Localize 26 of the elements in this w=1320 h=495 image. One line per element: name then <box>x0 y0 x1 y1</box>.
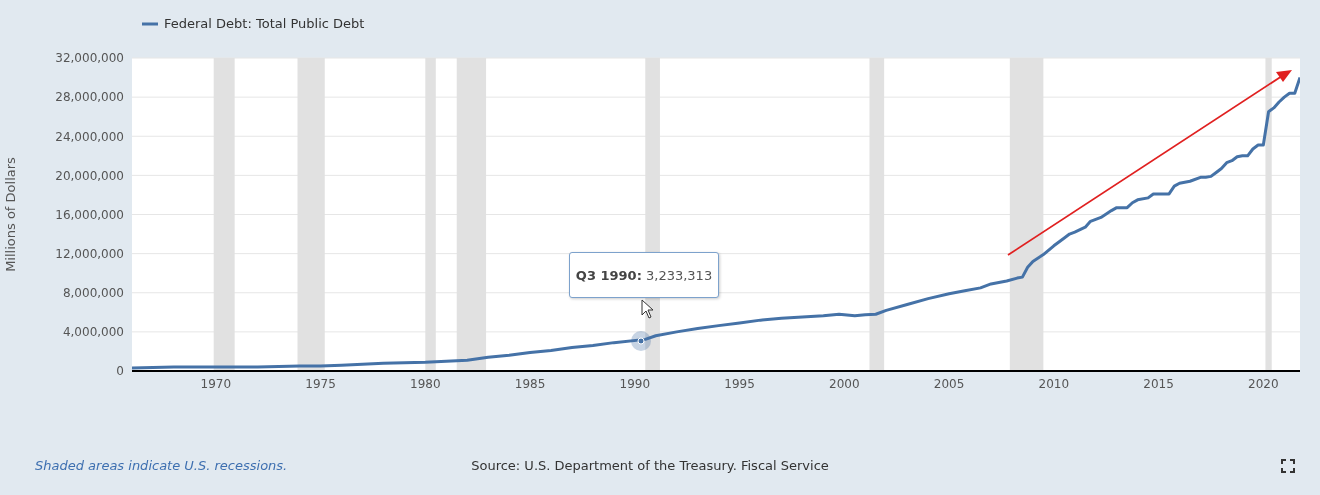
x-tick-label: 1980 <box>410 376 441 391</box>
x-tick-label: 1975 <box>305 376 336 391</box>
x-tick-label: 1970 <box>200 376 232 391</box>
y-tick-label: 24,000,000 <box>55 129 124 144</box>
x-tick-label: 2000 <box>829 376 860 391</box>
y-tick-label: 20,000,000 <box>55 168 124 183</box>
y-tick-label: 0 <box>116 364 124 379</box>
x-tick-label: 2010 <box>1038 376 1070 391</box>
text: Shaded areas indicate U.S. recessions. <box>35 458 288 473</box>
x-tick-label: 1985 <box>514 376 546 391</box>
y-tick-label: 32,000,000 <box>55 51 124 66</box>
x-tick-label: 1990 <box>619 376 651 391</box>
x-tick-label: 2020 <box>1248 376 1279 391</box>
legend-label: Federal Debt: Total Public Debt <box>164 16 365 31</box>
y-axis-title: Millions of Dollars <box>2 156 18 272</box>
x-tick-label: 2005 <box>933 376 965 391</box>
x-tick-label: 2015 <box>1143 376 1174 391</box>
annotation: Q3 1990: 3,233,313 <box>575 267 713 283</box>
x-tick-label: 1995 <box>724 376 755 391</box>
y-tick-label: 12,000,000 <box>55 246 124 261</box>
source-note: Source: U.S. Department of the Treasury. Fiscal Service <box>471 458 829 473</box>
y-tick-label: 28,000,000 <box>55 90 124 105</box>
y-tick-label: 4,000,000 <box>62 325 124 340</box>
y-tick-label: 8,000,000 <box>62 286 124 301</box>
y-tick-label: 16,000,000 <box>55 207 124 222</box>
line-series <box>132 76 1300 370</box>
